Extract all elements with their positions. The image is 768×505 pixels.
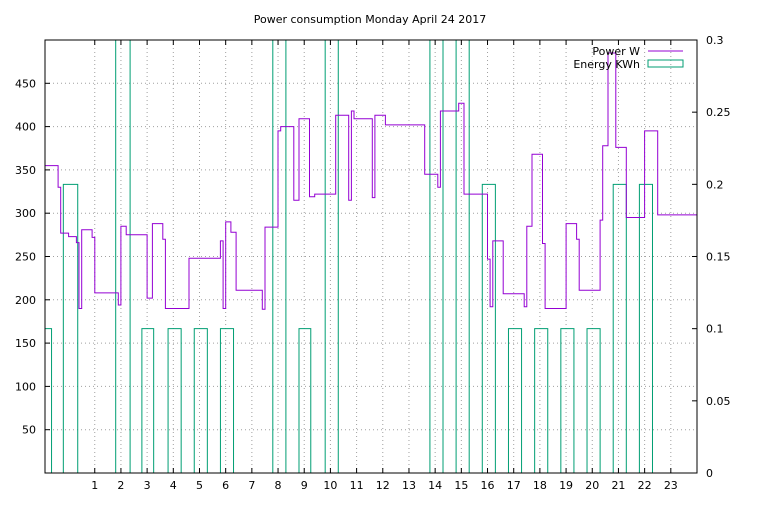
y2-tick-label: 0 <box>706 467 713 480</box>
y2-tick-label: 0.25 <box>706 106 731 119</box>
x-tick-label: 21 <box>611 479 625 492</box>
y2-tick-label: 0.2 <box>706 178 724 191</box>
x-tick-label: 1 <box>91 479 98 492</box>
energy-bar <box>560 328 575 473</box>
x-tick-label: 20 <box>585 479 599 492</box>
x-tick-label: 10 <box>323 479 337 492</box>
energy-bar <box>612 183 627 473</box>
x-tick-label: 14 <box>428 479 442 492</box>
x-tick-label: 3 <box>144 479 151 492</box>
energy-bar <box>141 328 155 473</box>
energy-bar <box>193 328 208 473</box>
y-tick-label: 450 <box>15 77 36 90</box>
energy-bar <box>62 183 79 473</box>
x-tick-label: 11 <box>350 479 364 492</box>
energy-bar <box>455 39 470 473</box>
tick-layer: 1 2 3 4 5 6 7 8 9 10 11 12 13 14 15 16 17 18 19 20 21 22 23501… <box>15 34 731 492</box>
energy-bar <box>44 328 53 473</box>
energy-bar <box>219 328 235 473</box>
x-tick-label: 8 <box>275 479 282 492</box>
energy-bar <box>507 328 523 473</box>
x-tick-label: 22 <box>638 479 652 492</box>
x-tick-label: 17 <box>507 479 521 492</box>
energy-bar <box>586 328 601 473</box>
x-tick-label: 2 <box>117 479 124 492</box>
y2-tick-label: 0.05 <box>706 395 731 408</box>
legend: Power W Energy KWh <box>573 45 684 71</box>
y-tick-label: 350 <box>15 164 36 177</box>
y2-tick-label: 0.1 <box>706 323 724 336</box>
energy-bar <box>638 183 653 473</box>
y-tick-label: 150 <box>15 337 36 350</box>
y2-tick-label: 0.15 <box>706 251 731 264</box>
x-tick-label: 9 <box>301 479 308 492</box>
x-tick-label: 5 <box>196 479 203 492</box>
x-tick-label: 19 <box>559 479 573 492</box>
x-tick-label: 12 <box>376 479 390 492</box>
energy-bar <box>481 183 496 473</box>
energy-bar <box>272 39 287 473</box>
x-tick-label: 15 <box>454 479 468 492</box>
power-series <box>45 52 697 310</box>
x-tick-label: 7 <box>248 479 255 492</box>
legend-label-power: Power W <box>592 45 640 58</box>
power-line <box>45 52 697 310</box>
x-tick-label: 4 <box>170 479 177 492</box>
y-tick-label: 250 <box>15 251 36 264</box>
plot-frame <box>44 39 698 474</box>
legend-swatch-energy <box>647 59 684 68</box>
x-tick-label: 23 <box>664 479 678 492</box>
x-tick-label: 6 <box>222 479 229 492</box>
y2-tick-label: 0.3 <box>706 34 724 47</box>
grid-layer <box>45 40 697 473</box>
energy-bar <box>324 39 339 473</box>
chart-title: Power consumption Monday April 24 2017 <box>254 13 487 26</box>
x-tick-label: 16 <box>481 479 495 492</box>
x-tick-label: 18 <box>533 479 547 492</box>
energy-bar <box>167 328 182 473</box>
y-tick-label: 400 <box>15 121 36 134</box>
x-tick-label: 13 <box>402 479 416 492</box>
y-tick-label: 300 <box>15 207 36 220</box>
energy-bar <box>298 328 312 473</box>
legend-label-energy: Energy KWh <box>573 58 640 71</box>
y-tick-label: 200 <box>15 294 36 307</box>
y-tick-label: 100 <box>15 380 36 393</box>
energy-bar <box>534 328 549 473</box>
y-tick-label: 50 <box>22 424 36 437</box>
